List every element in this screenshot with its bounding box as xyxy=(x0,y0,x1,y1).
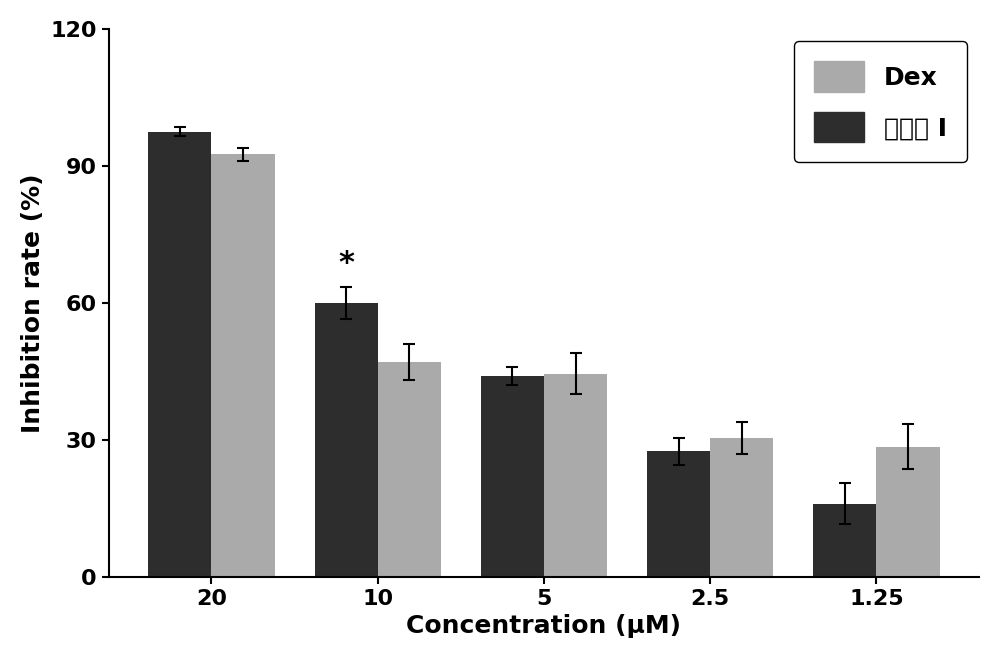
Bar xyxy=(315,303,378,577)
Bar xyxy=(148,132,211,577)
Bar xyxy=(378,362,441,577)
Bar xyxy=(544,374,607,577)
Bar xyxy=(813,503,876,577)
Bar xyxy=(647,451,710,577)
Legend: Dex, 化合物 Ⅰ: Dex, 化合物 Ⅰ xyxy=(794,42,967,162)
Y-axis label: Inhibition rate (%): Inhibition rate (%) xyxy=(21,173,45,432)
Bar xyxy=(211,154,275,577)
Bar xyxy=(481,376,544,577)
Bar xyxy=(710,438,773,577)
Bar xyxy=(876,447,940,577)
X-axis label: Concentration (μM): Concentration (μM) xyxy=(406,614,681,638)
Text: *: * xyxy=(338,248,354,277)
